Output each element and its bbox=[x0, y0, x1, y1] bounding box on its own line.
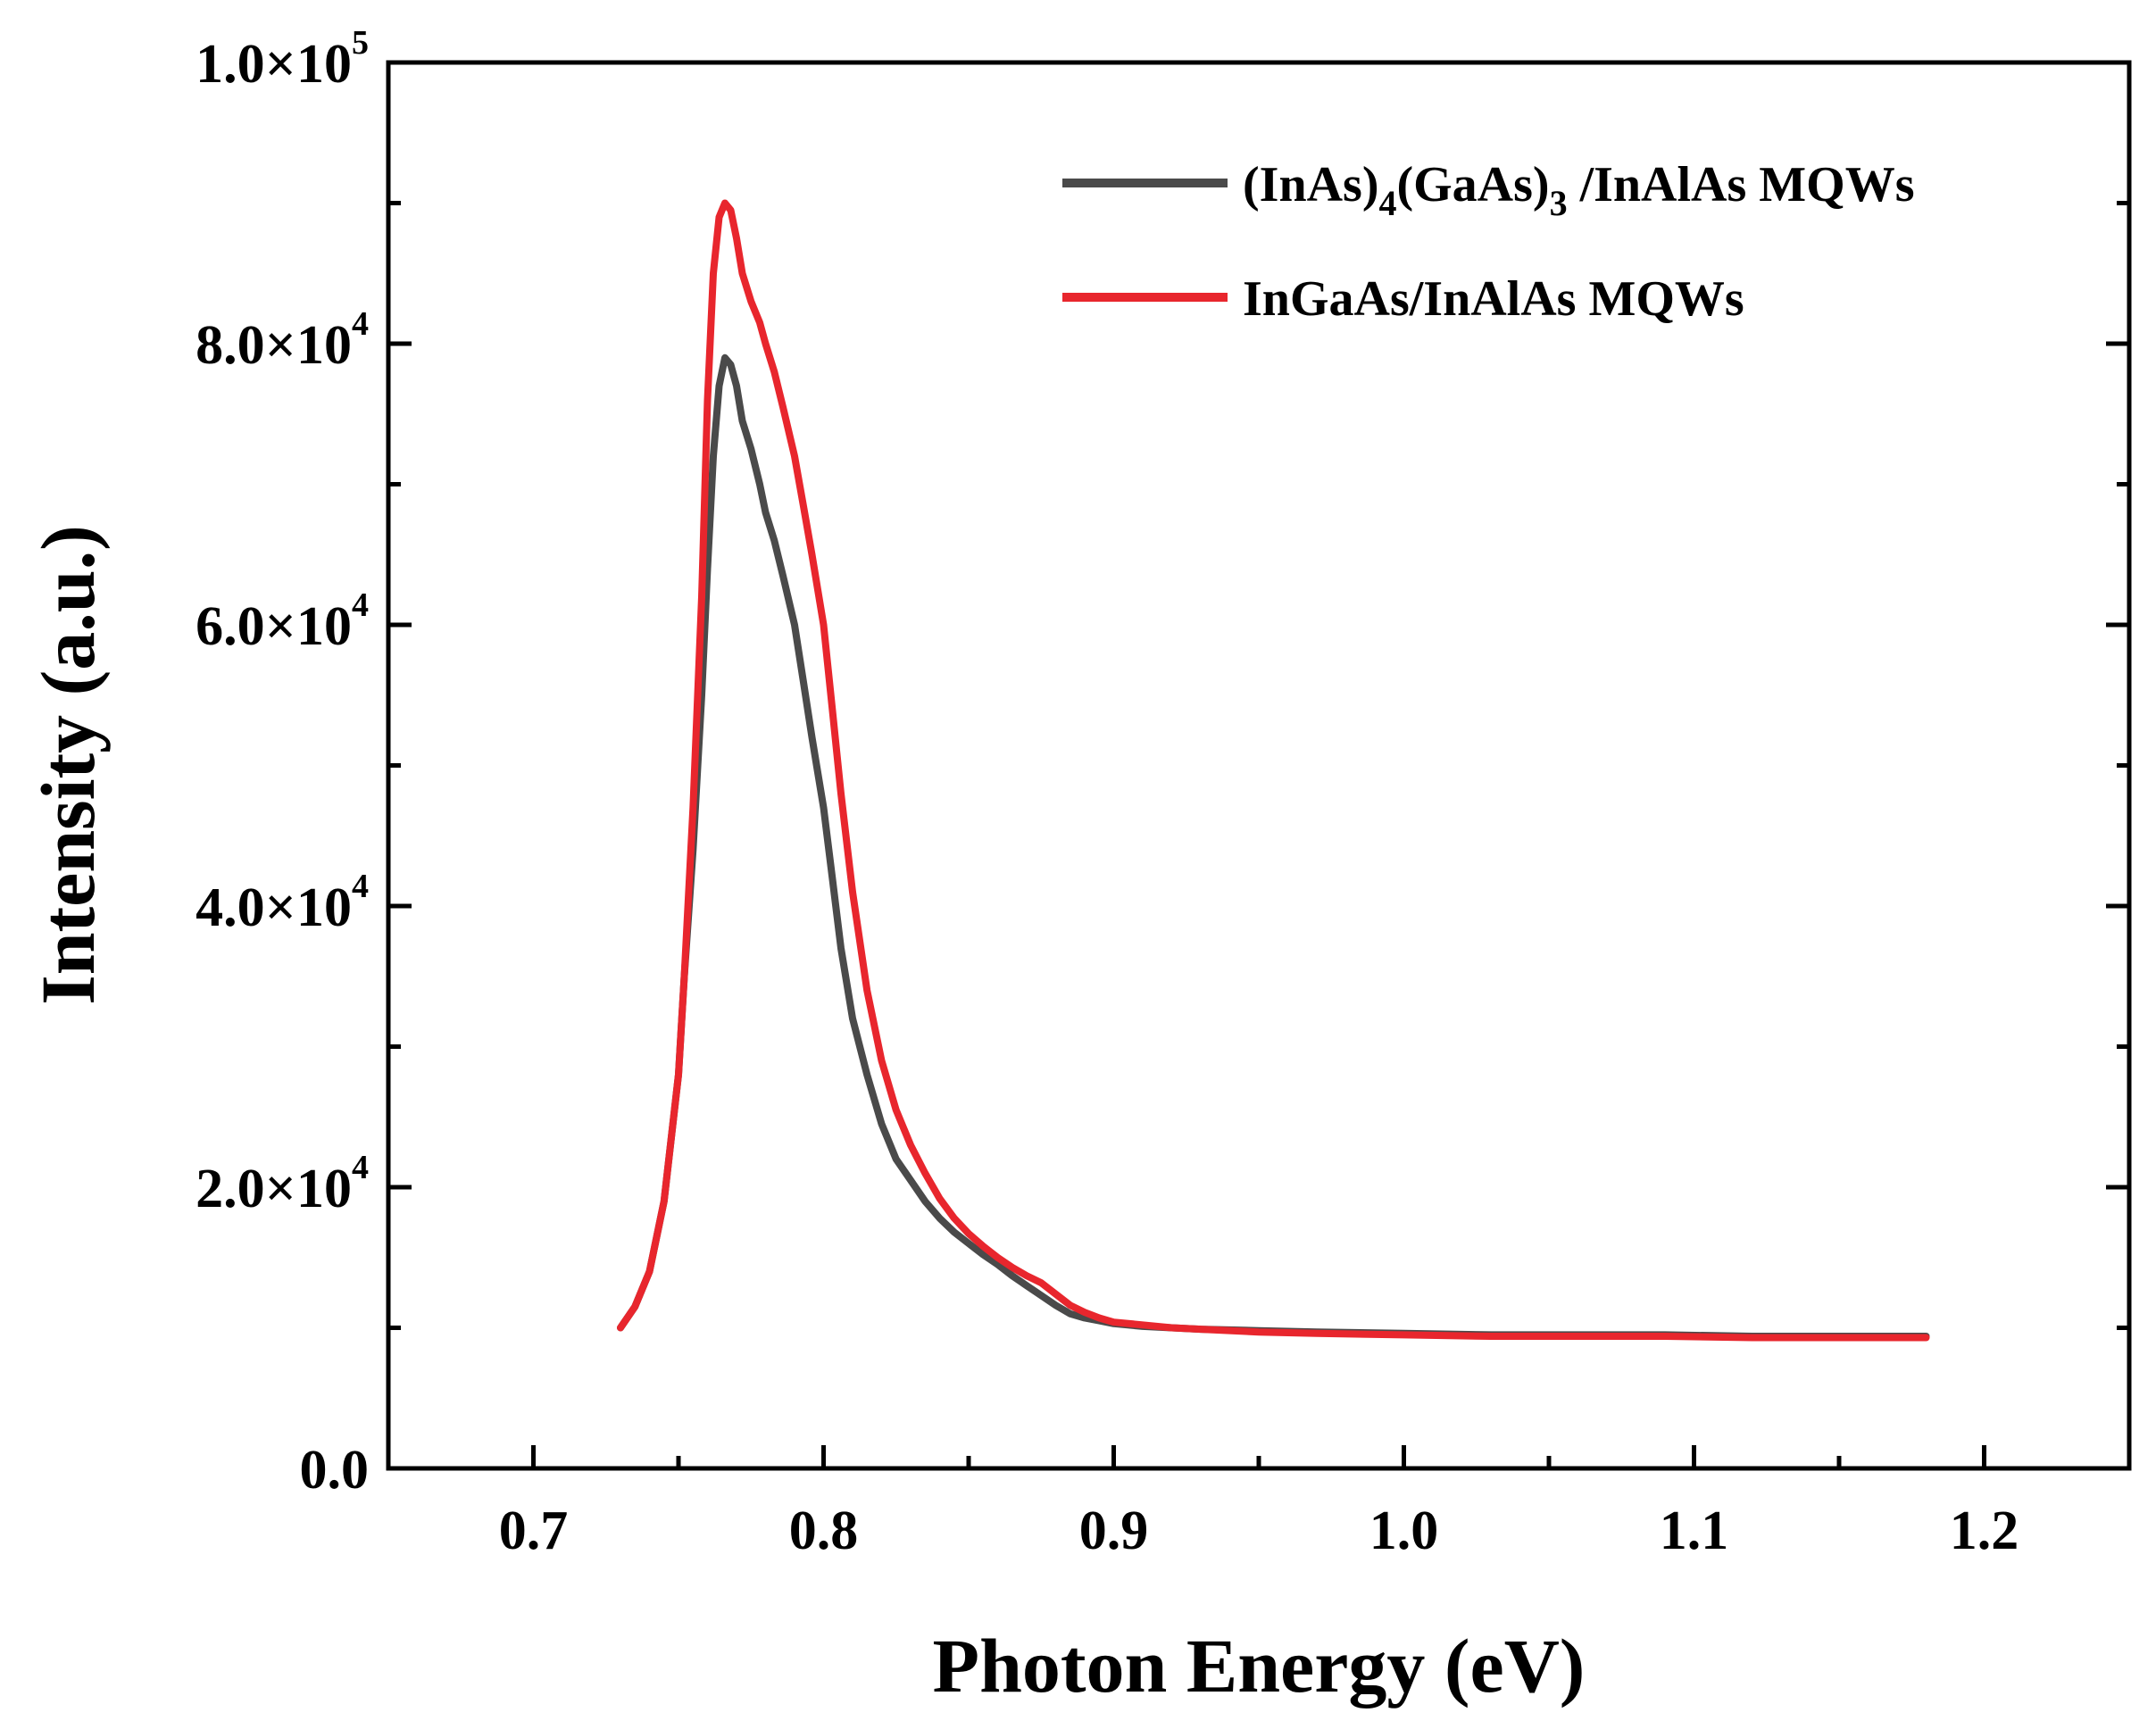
series-line-1 bbox=[617, 353, 1930, 1340]
y-tick-label-1: 2.0×104 bbox=[196, 1149, 369, 1219]
x-tick-label-3: 1.0 bbox=[1369, 1501, 1439, 1561]
y-tick-label-0: 0.0 bbox=[300, 1440, 370, 1501]
legend-label-2: InGaAs/InAlAs MQWs bbox=[1243, 271, 1744, 327]
x-tick-label-5: 1.2 bbox=[1950, 1501, 2019, 1561]
legend-label-1: (InAs)4(GaAs)3 /InAlAs MQWs bbox=[1243, 157, 1915, 223]
x-tick-label-0: 0.7 bbox=[499, 1501, 569, 1561]
y-tick-label-3: 6.0×104 bbox=[196, 586, 369, 657]
plot-frame bbox=[386, 60, 2132, 1471]
series-line-2 bbox=[617, 199, 1930, 1342]
y-tick-label-2: 4.0×104 bbox=[196, 868, 369, 938]
axis-ticks: 0.7 0.8 0.9 1.0 1.1 1.2 0.0 2.0×104 4.0×104 6.0×1… bbox=[196, 24, 2129, 1561]
x-tick-label-4: 1.1 bbox=[1660, 1501, 1729, 1561]
x-axis-title: Photon Energy (eV) bbox=[933, 1623, 1586, 1709]
x-tick-label-1: 0.8 bbox=[789, 1501, 859, 1561]
legend: (InAs)4(GaAs)3 /InAlAs MQWs InGaAs/InAlAs… bbox=[1062, 157, 1915, 327]
series-layer bbox=[617, 199, 1930, 1342]
y-axis-title: Intensity (a.u.) bbox=[25, 525, 111, 1005]
x-tick-label-2: 0.9 bbox=[1079, 1501, 1149, 1561]
y-tick-label-4: 8.0×104 bbox=[196, 305, 369, 376]
y-tick-label-5: 1.0×105 bbox=[196, 24, 369, 95]
